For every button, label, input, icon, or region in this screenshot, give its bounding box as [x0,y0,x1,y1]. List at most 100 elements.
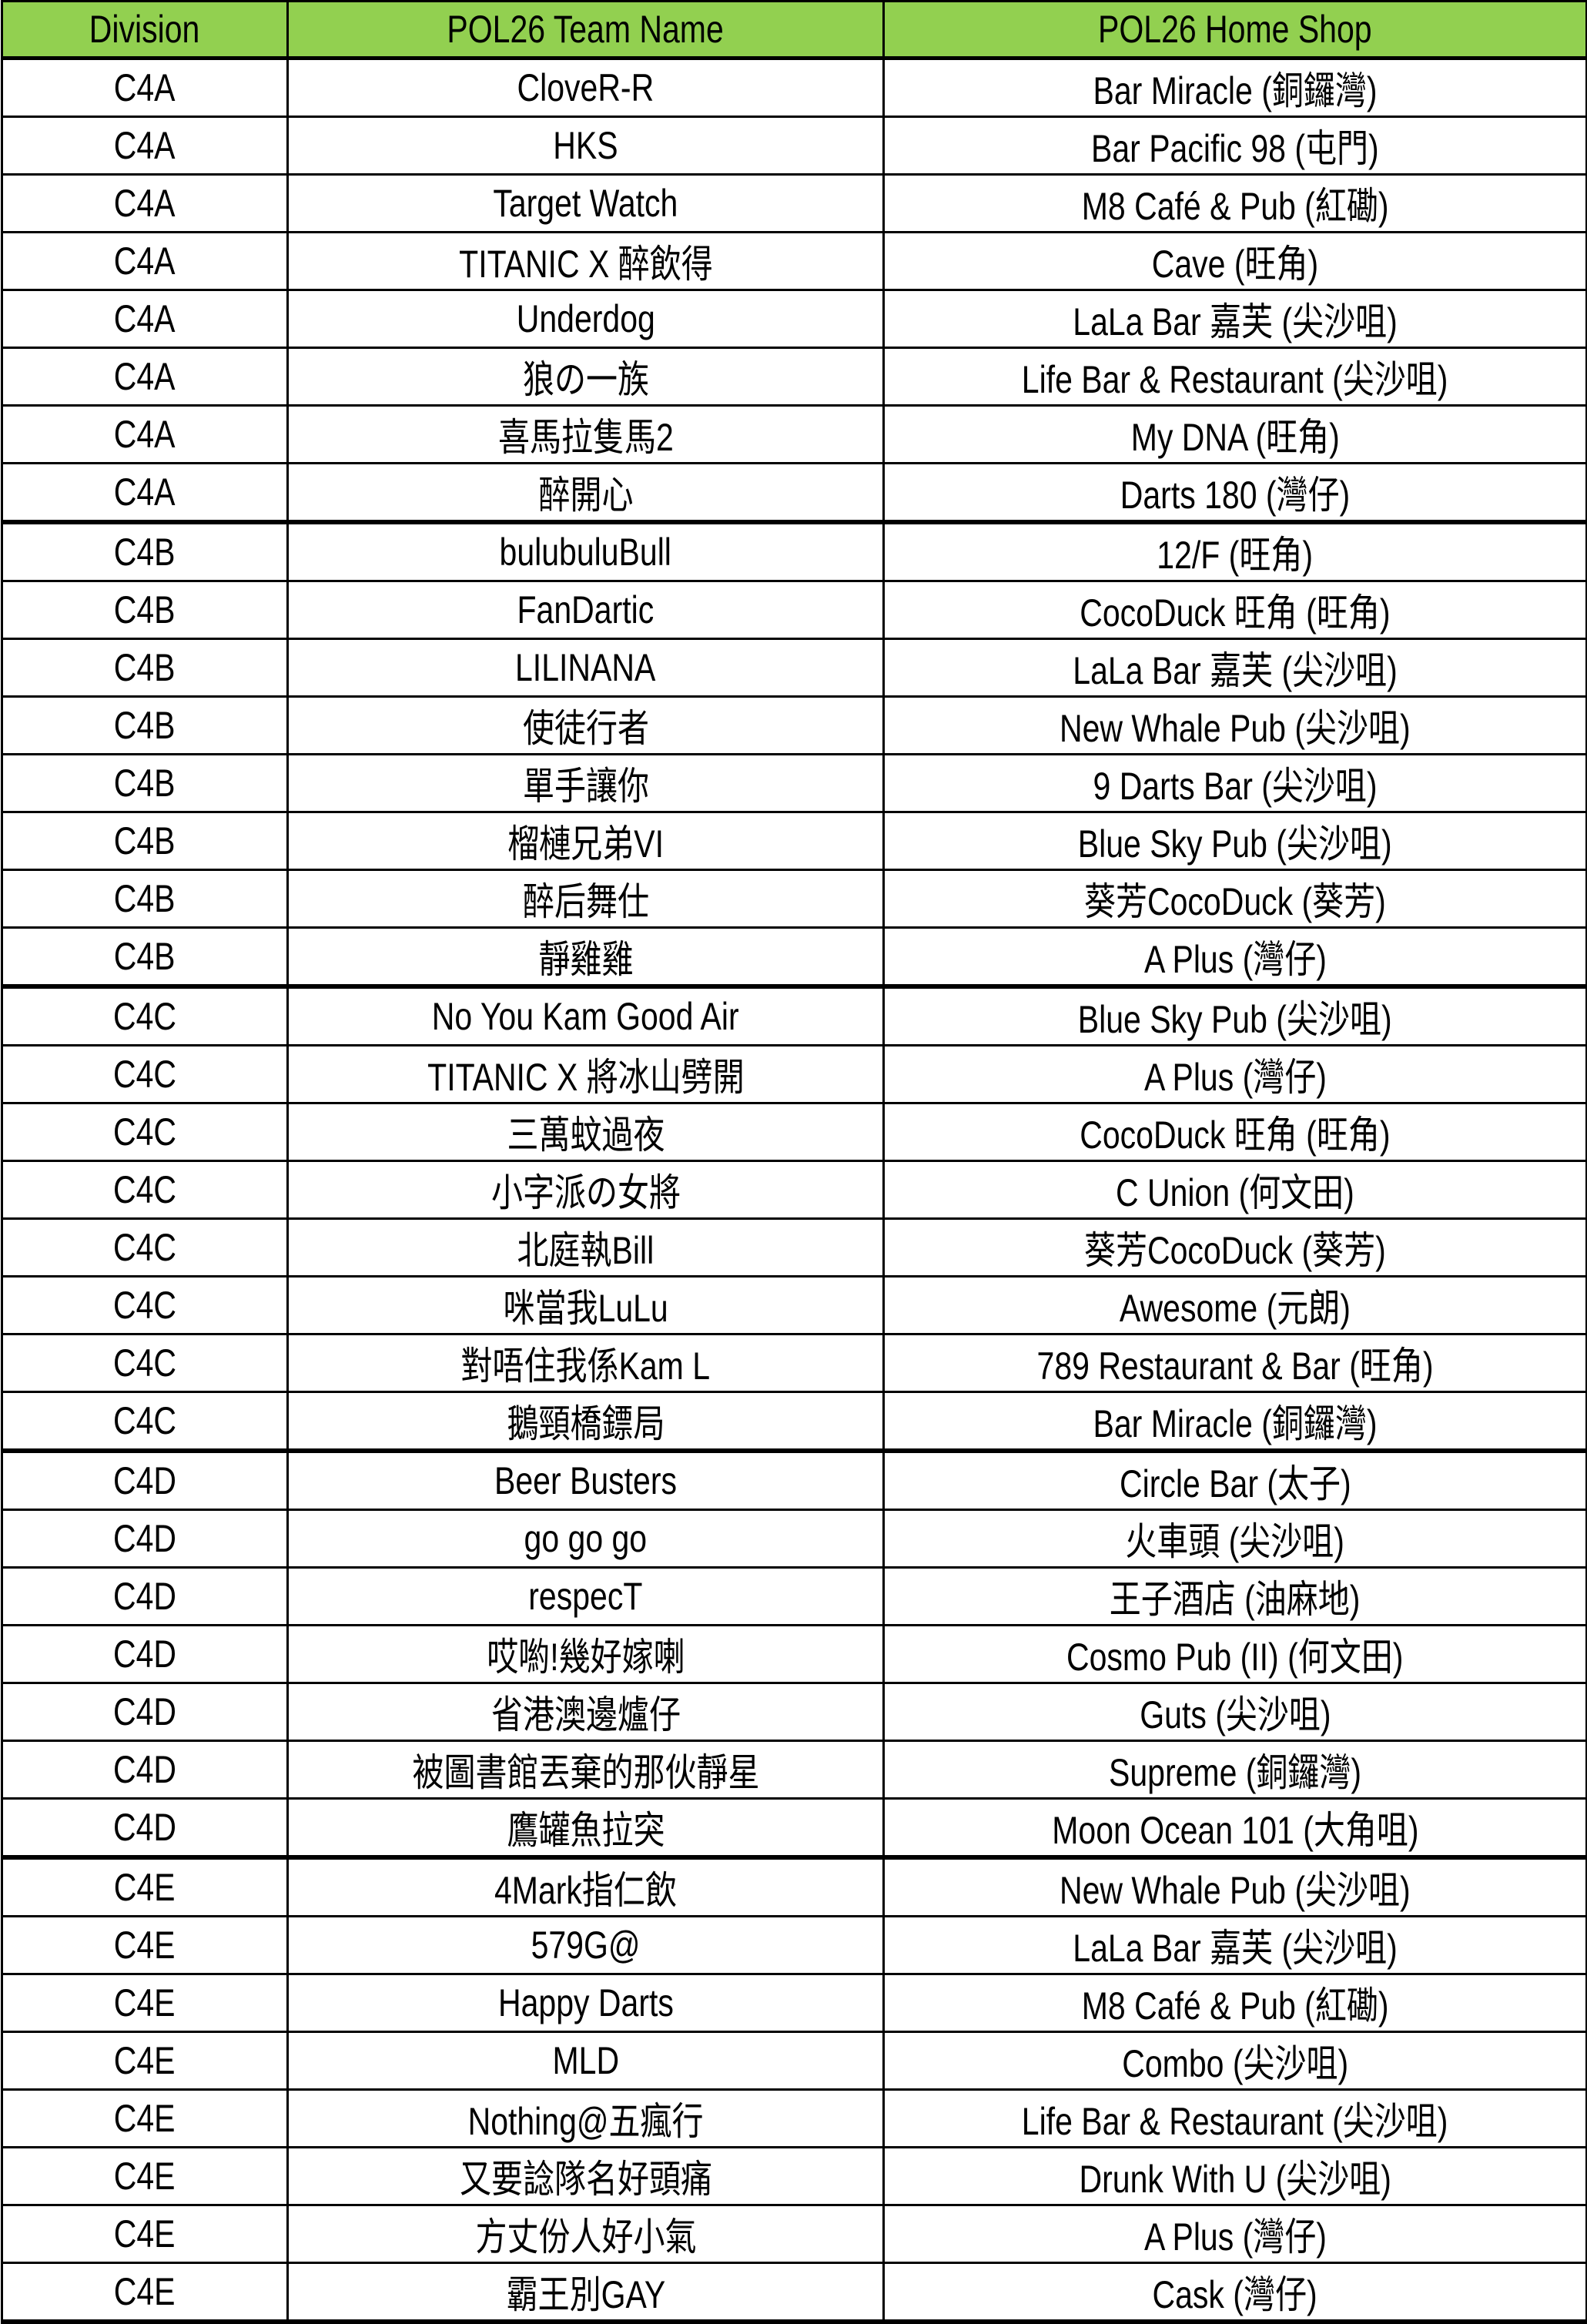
home-shop-cell-text: 葵芳CocoDuck (葵芳) [1084,880,1386,923]
team-name-cell: 醉后舞仕 [286,869,885,929]
team-name-cell: TITANIC X 醉飲得 [286,231,885,291]
table-row: C4C TITANIC X 將冰山劈開 A Plus (灣仔) [1,1044,1587,1104]
home-shop-cell: Supreme (銅鑼灣) [882,1740,1587,1800]
division-cell-text: C4E [114,2270,176,2313]
table-row: C4C No You Kam Good Air Blue Sky Pub (尖沙咀) [1,984,1587,1046]
team-name-cell: 咪當我LuLu [286,1275,885,1335]
home-shop-cell-text: Life Bar & Restaurant (尖沙咀) [1022,358,1448,401]
table-row: C4B FanDartic CocoDuck 旺角 (旺角) [1,580,1587,640]
team-name-cell: 鷹罐魚拉突 [286,1797,885,1859]
home-shop-cell-text: CocoDuck 旺角 (旺角) [1080,591,1391,635]
header-shop-label: POL26 Home Shop [1098,8,1372,51]
home-shop-cell-text: New Whale Pub (尖沙咀) [1060,1869,1411,1912]
team-name-cell-text: bulubuluBull [499,531,672,574]
table-row: C4C 對唔住我係Kam L 789 Restaurant & Bar (旺角) [1,1333,1587,1393]
table-row: C4C 咪當我LuLu Awesome (元朗) [1,1275,1587,1335]
division-cell-text: C4B [114,762,176,805]
home-shop-cell: Guts (尖沙咀) [882,1682,1587,1742]
header-team-label: POL26 Team Name [447,8,725,51]
team-name-cell-text: Happy Darts [497,1981,674,2024]
table-row: C4A 狼の一族 Life Bar & Restaurant (尖沙咀) [1,347,1587,407]
division-cell: C4D [1,1740,289,1800]
division-cell-text: C4D [112,1575,177,1618]
table-row: C4E 方丈份人好小氣 A Plus (灣仔) [1,2204,1587,2264]
home-shop-cell: Awesome (元朗) [882,1275,1587,1335]
table-row: C4D 被圖書館丟棄的那伙靜星 Supreme (銅鑼灣) [1,1740,1587,1800]
table-row: C4D 鷹罐魚拉突 Moon Ocean 101 (大角咀) [1,1797,1587,1859]
team-name-cell-text: Beer Busters [494,1459,677,1502]
table-row: C4A 醉開心 Darts 180 (灣仔) [1,462,1587,524]
team-name-cell: CloveR-R [286,57,885,118]
table-row: C4C 鵝頸橋鏢局 Bar Miracle (銅鑼灣) [1,1391,1587,1452]
division-cell-text: C4B [114,531,176,574]
team-name-cell: 對唔住我係Kam L [286,1333,885,1393]
division-cell-text: C4D [112,1806,177,1849]
header-division: Division [1,0,289,60]
home-shop-cell-text: Moon Ocean 101 (大角咀) [1051,1809,1419,1852]
division-cell: C4C [1,1044,289,1104]
division-cell: C4C [1,984,289,1046]
table-row: C4A 喜馬拉隻馬2 My DNA (旺角) [1,404,1587,464]
home-shop-cell-text: A Plus (灣仔) [1143,2215,1327,2259]
division-cell-text: C4C [112,1053,177,1096]
team-name-cell-text: 鵝頸橋鏢局 [507,1402,665,1445]
table-row: C4B 榴槤兄弟VI Blue Sky Pub (尖沙咀) [1,811,1587,871]
division-cell-text: C4D [112,1517,177,1560]
home-shop-cell-text: Bar Pacific 98 (屯門) [1091,127,1379,170]
division-cell: C4A [1,404,289,464]
division-cell-text: C4B [114,588,176,631]
division-cell-text: C4C [112,1284,177,1327]
division-cell: C4A [1,289,289,349]
table-row: C4E 4Mark指仁飲 New Whale Pub (尖沙咀) [1,1855,1587,1917]
home-shop-cell-text: M8 Café & Pub (紅磡) [1081,185,1389,228]
division-cell-text: C4B [114,819,176,862]
team-name-cell: 方丈份人好小氣 [286,2204,885,2264]
team-name-cell: 醉開心 [286,462,885,524]
home-shop-cell: Bar Miracle (銅鑼灣) [882,1391,1587,1452]
team-name-cell: TITANIC X 將冰山劈開 [286,1044,885,1104]
home-shop-cell: CocoDuck 旺角 (旺角) [882,580,1587,640]
team-name-cell-text: 北庭執Bill [517,1229,655,1272]
team-name-cell: 使徒行者 [286,695,885,755]
home-shop-cell: Bar Pacific 98 (屯門) [882,116,1587,176]
division-cell: C4D [1,1797,289,1859]
home-shop-cell: Cave (旺角) [882,231,1587,291]
home-shop-cell: Cask (灣仔) [882,2262,1587,2324]
team-name-cell: 4Mark指仁飲 [286,1855,885,1917]
home-shop-cell: Cosmo Pub (II) (何文田) [882,1624,1587,1684]
home-shop-cell-text: Bar Miracle (銅鑼灣) [1093,1402,1378,1445]
division-cell: C4E [1,1915,289,1975]
division-cell: C4C [1,1217,289,1278]
division-cell: C4B [1,638,289,698]
home-shop-cell-text: 葵芳CocoDuck (葵芳) [1084,1229,1386,1272]
division-cell: C4A [1,462,289,524]
home-shop-cell: A Plus (灣仔) [882,1044,1587,1104]
team-name-cell-text: 哎喲!幾好嫁喇 [486,1636,685,1679]
division-cell: C4C [1,1275,289,1335]
division-cell: C4E [1,1855,289,1917]
team-name-cell-text: Nothing@五瘋行 [467,2100,704,2143]
home-shop-cell: New Whale Pub (尖沙咀) [882,695,1587,755]
team-name-cell: Underdog [286,289,885,349]
division-cell-text: C4D [112,1632,177,1676]
division-cell-text: C4E [114,1924,176,1967]
header-home-shop: POL26 Home Shop [882,0,1587,60]
team-name-cell: 被圖書館丟棄的那伙靜星 [286,1740,885,1800]
home-shop-cell: Circle Bar (太子) [882,1448,1587,1511]
division-cell-text: C4A [114,239,176,283]
home-shop-cell-text: Darts 180 (灣仔) [1120,474,1351,517]
division-cell-text: C4E [114,2097,176,2140]
home-shop-cell-text: Blue Sky Pub (尖沙咀) [1078,822,1392,866]
team-name-cell: HKS [286,116,885,176]
home-shop-cell: Life Bar & Restaurant (尖沙咀) [882,347,1587,407]
home-shop-cell: 葵芳CocoDuck (葵芳) [882,869,1587,929]
home-shop-cell-text: M8 Café & Pub (紅磡) [1081,1984,1389,2028]
table-row: C4E 霸王別GAY Cask (灣仔) [1,2262,1587,2324]
home-shop-cell-text: C Union (何文田) [1116,1171,1354,1214]
home-shop-cell-text: Blue Sky Pub (尖沙咀) [1078,998,1392,1041]
table-row: C4D respecT 王子酒店 (油麻地) [1,1566,1587,1626]
table-row: C4E 又要諗隊名好頭痛 Drunk With U (尖沙咀) [1,2146,1587,2206]
division-cell-text: C4A [114,124,176,167]
division-cell: C4A [1,231,289,291]
team-name-cell-text: 鷹罐魚拉突 [507,1809,665,1852]
